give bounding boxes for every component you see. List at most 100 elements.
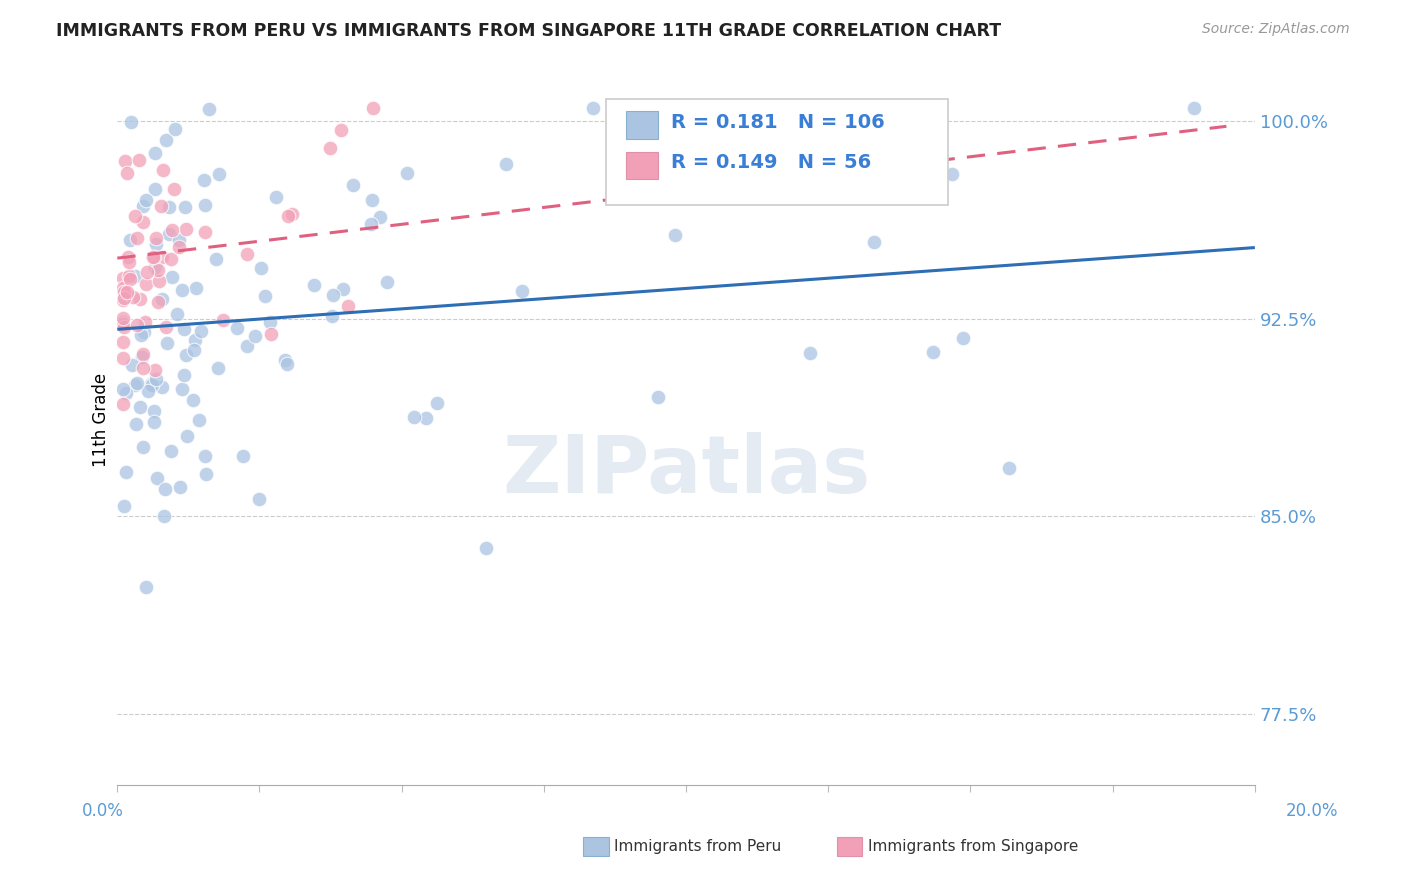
Point xyxy=(129,292,152,306)
Point xyxy=(332,282,354,296)
Point xyxy=(143,260,166,274)
Text: IMMIGRANTS FROM PERU VS IMMIGRANTS FROM SINGAPORE 11TH GRADE CORRELATION CHART: IMMIGRANTS FROM PERU VS IMMIGRANTS FROM … xyxy=(56,22,1001,40)
Point xyxy=(673,101,696,115)
Point xyxy=(510,285,533,299)
Point xyxy=(319,141,342,155)
Point xyxy=(322,288,344,302)
Point xyxy=(260,327,283,342)
Point xyxy=(145,230,167,244)
Point xyxy=(194,449,217,463)
Point xyxy=(135,580,157,594)
Text: Immigrants from Peru: Immigrants from Peru xyxy=(614,839,782,854)
Point xyxy=(155,319,177,334)
Point xyxy=(111,311,134,326)
Point xyxy=(167,240,190,254)
Point xyxy=(342,178,364,193)
Point xyxy=(197,102,219,116)
Point xyxy=(160,269,183,284)
Point xyxy=(361,193,384,207)
Point xyxy=(195,467,218,482)
Point xyxy=(225,321,247,335)
Point xyxy=(145,471,167,485)
Point xyxy=(361,101,384,115)
Point xyxy=(207,361,229,376)
Point xyxy=(157,227,180,241)
Point xyxy=(155,133,177,147)
Text: 20.0%: 20.0% xyxy=(1285,802,1339,820)
Point xyxy=(120,233,142,247)
Point xyxy=(253,289,276,303)
Point xyxy=(917,162,939,177)
Point xyxy=(302,277,325,292)
Point xyxy=(173,368,195,382)
Point xyxy=(402,409,425,424)
Point xyxy=(250,260,273,275)
Point xyxy=(135,193,157,207)
Point xyxy=(647,390,669,404)
Point xyxy=(208,167,231,181)
Point xyxy=(163,182,186,196)
Text: ZIPatlas: ZIPatlas xyxy=(502,433,870,510)
Point xyxy=(129,401,152,415)
Point xyxy=(146,294,169,309)
Point xyxy=(176,429,198,443)
FancyBboxPatch shape xyxy=(606,99,948,205)
Point xyxy=(193,173,215,187)
Point xyxy=(143,362,166,376)
Point xyxy=(426,396,449,410)
Point xyxy=(117,250,139,264)
Point xyxy=(143,250,166,264)
Point xyxy=(150,251,173,265)
Point xyxy=(117,285,139,300)
Point xyxy=(187,413,209,427)
Point xyxy=(111,351,134,366)
Point xyxy=(264,190,287,204)
Point xyxy=(921,344,943,359)
Point xyxy=(111,271,134,285)
Point xyxy=(166,307,188,321)
Point xyxy=(141,377,163,392)
Point xyxy=(321,309,343,323)
Point xyxy=(152,509,174,524)
Point xyxy=(136,384,159,398)
Point xyxy=(159,252,181,266)
Point xyxy=(395,166,418,180)
Point xyxy=(165,121,187,136)
Point xyxy=(184,281,207,295)
Point xyxy=(112,285,135,299)
Point xyxy=(194,225,217,239)
Point xyxy=(475,541,498,555)
Point xyxy=(112,397,135,411)
Point xyxy=(117,166,139,180)
Point xyxy=(235,339,257,353)
Point xyxy=(277,209,299,223)
Point xyxy=(120,115,142,129)
Point xyxy=(115,466,138,480)
Point xyxy=(160,223,183,237)
Point xyxy=(124,268,146,283)
Bar xyxy=(626,152,658,179)
Point xyxy=(150,199,173,213)
Point xyxy=(184,333,207,347)
Point xyxy=(124,209,146,223)
Point xyxy=(135,277,157,292)
Point xyxy=(174,348,197,362)
Point xyxy=(132,347,155,361)
Point xyxy=(128,153,150,168)
Point xyxy=(146,263,169,277)
Y-axis label: 11th Grade: 11th Grade xyxy=(93,373,110,467)
Point xyxy=(495,157,517,171)
Point xyxy=(156,336,179,351)
Point xyxy=(121,290,143,304)
Point xyxy=(120,271,142,285)
Text: R = 0.181   N = 106: R = 0.181 N = 106 xyxy=(671,112,884,132)
Point xyxy=(112,291,135,305)
Point xyxy=(141,378,163,392)
Point xyxy=(167,233,190,247)
Point xyxy=(276,357,298,371)
Point xyxy=(153,482,176,496)
Point xyxy=(148,274,170,288)
Point xyxy=(368,211,391,225)
Point xyxy=(114,154,136,169)
Point xyxy=(111,315,134,329)
